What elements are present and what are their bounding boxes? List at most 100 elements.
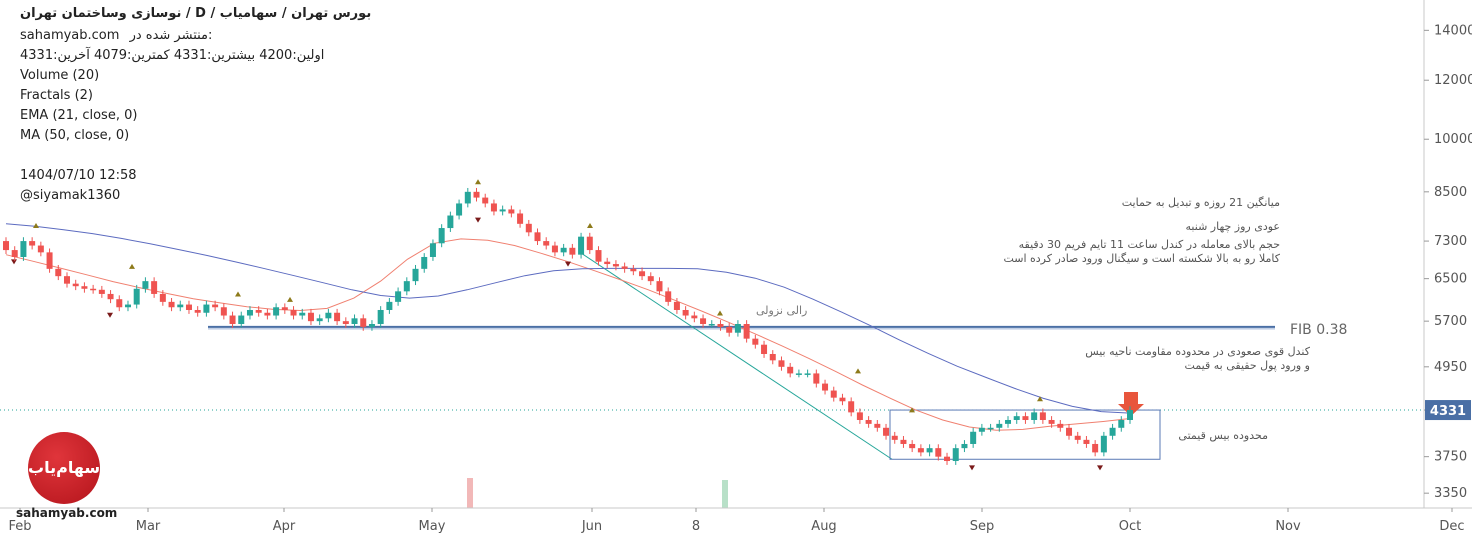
ema-line [5, 238, 1131, 431]
candle-body [508, 209, 515, 214]
indicator-ma[interactable]: MA (50, close, 0) [20, 128, 130, 143]
candle-body [386, 301, 393, 310]
candle-body [290, 309, 297, 316]
candle-body [708, 324, 715, 326]
candle-body [368, 324, 375, 327]
candle-body [63, 276, 70, 284]
candle-body [273, 307, 280, 316]
candle-body [1092, 443, 1099, 453]
candle-body [560, 247, 567, 253]
candle-body [55, 268, 62, 277]
candle-body [1074, 435, 1081, 440]
candle-body [151, 281, 158, 294]
volume-note-line2: کاملا رو به بالا شکسته است و سیگنال ورود… [1003, 252, 1280, 265]
candle-body [203, 304, 210, 313]
candle-body [473, 191, 480, 198]
candle-body [856, 412, 863, 420]
volume-bar [722, 480, 728, 508]
y-tick-label: 7300 [1434, 234, 1467, 249]
candle-body [29, 241, 36, 246]
candle-body [185, 304, 192, 310]
candle-note-line2: و ورود پول حقیقی به قیمت [1184, 359, 1310, 372]
fractal-down-marker [1097, 465, 1103, 471]
candle-body [98, 289, 105, 294]
last-price-badge [1425, 400, 1471, 421]
candle-body [490, 203, 497, 212]
candle-body [700, 318, 707, 325]
candle-body [900, 439, 907, 444]
candle-body [499, 209, 506, 212]
candle-body [194, 309, 201, 313]
candle-body [20, 241, 27, 257]
candle-body [421, 256, 428, 269]
candle-body [1127, 410, 1133, 420]
site-url[interactable]: sahamyab.com [20, 28, 120, 43]
ma-line [5, 223, 1131, 414]
x-tick-label: 8 [692, 519, 700, 534]
candle-body [307, 312, 314, 322]
candle-body [220, 307, 227, 316]
candle-body [752, 338, 759, 345]
candle-body [595, 250, 602, 262]
candle-body [116, 299, 123, 308]
candle-body [438, 228, 445, 244]
candle-body [124, 304, 131, 308]
candle-body [630, 268, 637, 272]
sahamyab-logo[interactable]: سهام‌یاب [28, 432, 100, 504]
candle-body [517, 213, 524, 224]
candle-body [813, 373, 820, 384]
candle-body [264, 312, 271, 316]
candle-body [412, 268, 419, 282]
fractal-down-marker [969, 465, 975, 471]
x-tick-label: May [419, 519, 446, 534]
fractal-up-marker [33, 223, 39, 229]
candle-body [874, 423, 881, 428]
candle-note-line1: کندل قوی صعودی در محدوده مقاومت ناحیه بی… [1085, 345, 1310, 358]
candle-body [90, 288, 97, 291]
candle-body [987, 427, 994, 430]
volume-note-line1: حجم بالای معامله در کندل ساعت 11 تایم فر… [1018, 238, 1280, 251]
x-tick-label: Feb [8, 519, 31, 534]
candle-body [883, 427, 890, 436]
candle-body [229, 315, 236, 325]
candle-body [656, 281, 663, 292]
candle-body [11, 250, 18, 257]
fractal-up-marker [1037, 396, 1043, 402]
logo-url[interactable]: sahamyab.com [16, 506, 118, 520]
candle-body [1048, 419, 1055, 424]
candle-body [726, 326, 733, 333]
candle-body [795, 373, 802, 375]
candle-body [238, 315, 245, 325]
candle-body [534, 232, 541, 242]
published-label: منتشر شده در: [129, 28, 213, 43]
candle-body [1118, 419, 1125, 428]
overlay-layer [5, 179, 1275, 471]
candle-body [612, 264, 619, 267]
x-tick-label: Jun [581, 519, 602, 534]
y-tick-label: 10000 [1434, 132, 1472, 147]
y-tick-label: 4950 [1434, 360, 1467, 375]
candle-body [604, 261, 611, 265]
indicator-volume[interactable]: Volume (20) [20, 68, 100, 83]
x-tick-label: Oct [1119, 519, 1141, 534]
y-tick-label: 3750 [1434, 450, 1467, 465]
candle-body [1022, 416, 1029, 420]
candle-body [647, 276, 654, 282]
candle-body [1013, 416, 1020, 420]
candle-body [691, 315, 698, 319]
candle-body [1066, 427, 1073, 436]
candle-body [1005, 419, 1012, 424]
candle-body [734, 324, 741, 333]
indicator-ema[interactable]: EMA (21, close, 0) [20, 108, 138, 123]
candle-body [543, 241, 550, 246]
candle-body [909, 443, 916, 449]
y-tick-label: 8500 [1434, 185, 1467, 200]
indicator-fractals[interactable]: Fractals (2) [20, 88, 93, 103]
candle-body [482, 197, 489, 204]
candle-body [769, 353, 776, 361]
author-handle[interactable]: @siyamak1360 [20, 188, 121, 203]
candle-body [952, 448, 959, 462]
candle-body [839, 397, 846, 402]
